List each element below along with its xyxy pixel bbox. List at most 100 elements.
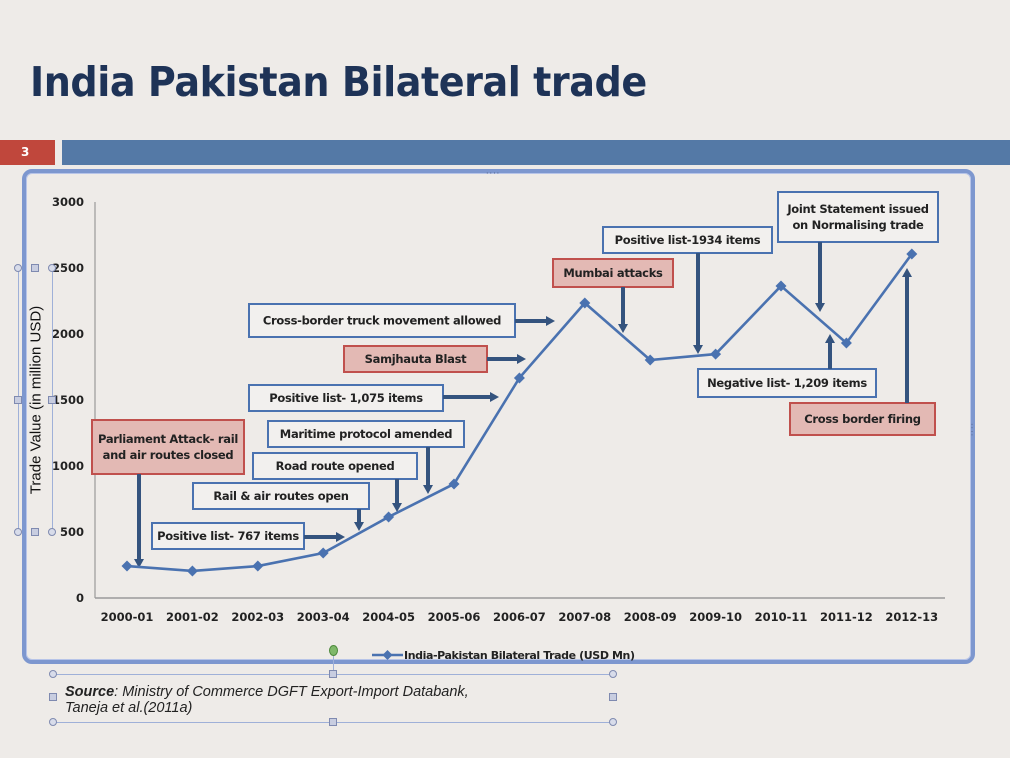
svg-text:Rail & air routes open: Rail & air routes open bbox=[213, 489, 348, 503]
svg-text:Cross-border truck movement al: Cross-border truck movement allowed bbox=[263, 314, 501, 328]
arrow-head bbox=[134, 559, 144, 568]
y-tick-label: 0 bbox=[76, 591, 84, 605]
y-axis-title: Trade Value (in million USD) bbox=[27, 305, 45, 495]
rotate-handle-stem bbox=[333, 652, 334, 674]
x-tick-label: 2003-04 bbox=[297, 610, 350, 624]
resize-handle[interactable] bbox=[609, 693, 617, 701]
resize-handle[interactable] bbox=[48, 396, 56, 404]
arrow-head bbox=[902, 268, 912, 277]
svg-text:Positive list- 1,075 items: Positive list- 1,075 items bbox=[269, 391, 423, 405]
data-point-diamond bbox=[252, 560, 264, 572]
y-tick-label: 1000 bbox=[52, 459, 84, 473]
svg-text:Joint Statement issued: Joint Statement issued bbox=[786, 202, 928, 216]
resize-handle[interactable] bbox=[329, 670, 337, 678]
arrow-head bbox=[423, 485, 433, 494]
resize-handle[interactable] bbox=[48, 528, 56, 536]
data-point-diamond bbox=[383, 511, 395, 523]
data-point-diamond bbox=[317, 547, 329, 559]
positive-event-annotation[interactable]: Rail & air routes open bbox=[192, 482, 370, 510]
svg-text:Parliament Attack- rail: Parliament Attack- rail bbox=[98, 432, 238, 446]
x-tick-label: 2006-07 bbox=[493, 610, 546, 624]
resize-handle[interactable] bbox=[609, 670, 617, 678]
resize-handle[interactable] bbox=[31, 264, 39, 272]
title-accent-bar bbox=[62, 140, 1010, 165]
data-point-diamond bbox=[644, 354, 656, 366]
data-point-diamond bbox=[710, 348, 722, 360]
negative-event-annotation[interactable]: Cross border firing bbox=[789, 402, 936, 436]
x-tick-label: 2007-08 bbox=[558, 610, 611, 624]
svg-text:Positive list-1934 items: Positive list-1934 items bbox=[615, 233, 761, 247]
arrow-head bbox=[392, 503, 402, 512]
x-tick-label: 2001-02 bbox=[166, 610, 219, 624]
data-point-diamond bbox=[513, 372, 525, 384]
chart-axes: 0 500 1000 1500 2000 2500 3000 2000-01 2001-02 20… bbox=[52, 195, 945, 624]
arrow-head bbox=[815, 303, 825, 312]
chart-legend: India-Pakistan Bilateral Trade (USD Mn) bbox=[372, 649, 635, 662]
x-tick-label: 2000-01 bbox=[101, 610, 154, 624]
data-point-diamond bbox=[579, 297, 591, 309]
data-point-diamond bbox=[121, 560, 133, 572]
resize-handle[interactable] bbox=[329, 718, 337, 726]
x-tick-label: 2010-11 bbox=[755, 610, 808, 624]
source-text: : Ministry of Commerce DGFT Export-Impor… bbox=[114, 684, 469, 700]
frame-grip-top[interactable]: ···· bbox=[486, 169, 501, 178]
legend-label: India-Pakistan Bilateral Trade (USD Mn) bbox=[404, 649, 635, 662]
y-tick-label: 2500 bbox=[52, 261, 84, 275]
positive-event-annotation[interactable]: Maritime protocol amended bbox=[267, 420, 465, 448]
data-point-diamond bbox=[840, 337, 852, 349]
source-citation[interactable]: Source: Ministry of Commerce DGFT Export… bbox=[65, 684, 469, 716]
svg-text:on Normalising trade: on Normalising trade bbox=[792, 218, 924, 232]
negative-event-annotation[interactable]: Samjhauta Blast bbox=[343, 345, 488, 373]
svg-text:and air routes closed: and air routes closed bbox=[103, 448, 234, 462]
x-tick-label: 2011-12 bbox=[820, 610, 873, 624]
positive-event-annotation[interactable]: Positive list- 1,075 items bbox=[248, 384, 444, 412]
svg-text:Samjhauta Blast: Samjhauta Blast bbox=[365, 352, 467, 366]
arrow-head bbox=[336, 532, 345, 542]
chart-series bbox=[121, 248, 918, 577]
resize-handle[interactable] bbox=[14, 264, 22, 272]
positive-event-annotation[interactable]: Road route opened bbox=[252, 452, 418, 480]
positive-event-annotation[interactable]: Cross-border truck movement allowed bbox=[248, 303, 516, 338]
slide-title: India Pakistan Bilateral trade bbox=[30, 58, 647, 106]
x-tick-label: 2005-06 bbox=[428, 610, 481, 624]
resize-handle[interactable] bbox=[14, 396, 22, 404]
resize-handle[interactable] bbox=[49, 718, 57, 726]
positive-event-annotation[interactable]: Negative list- 1,209 items bbox=[697, 368, 877, 398]
source-text-line2: Taneja et al.(2011a) bbox=[65, 700, 193, 716]
svg-text:Maritime protocol amended: Maritime protocol amended bbox=[280, 427, 452, 441]
resize-handle[interactable] bbox=[49, 670, 57, 678]
x-tick-label: 2002-03 bbox=[231, 610, 284, 624]
svg-text:Negative list- 1,209 items: Negative list- 1,209 items bbox=[707, 376, 867, 390]
chart-selection-frame[interactable]: ···· ···· bbox=[22, 169, 976, 664]
resize-handle[interactable] bbox=[14, 528, 22, 536]
source-label: Source bbox=[65, 684, 115, 700]
data-point-diamond bbox=[775, 280, 787, 292]
resize-handle[interactable] bbox=[609, 718, 617, 726]
negative-event-annotation[interactable]: Parliament Attack- rail and air routes cl… bbox=[91, 419, 245, 475]
arrow-head bbox=[825, 334, 835, 343]
positive-event-annotation[interactable]: Positive list- 767 items bbox=[151, 522, 305, 550]
negative-event-annotation[interactable]: Mumbai attacks bbox=[552, 258, 674, 288]
positive-event-annotation[interactable]: Joint Statement issued on Normalising tra… bbox=[777, 191, 939, 243]
resize-handle[interactable] bbox=[49, 693, 57, 701]
arrow-head bbox=[693, 345, 703, 354]
x-tick-label: 2009-10 bbox=[689, 610, 742, 624]
resize-handle[interactable] bbox=[31, 528, 39, 536]
resize-handle[interactable] bbox=[48, 264, 56, 272]
chart-annotations: Parliament Attack- rail and air routes cl… bbox=[91, 191, 939, 568]
data-point-diamond bbox=[906, 248, 918, 260]
data-point-diamond bbox=[186, 565, 198, 577]
positive-event-annotation[interactable]: Positive list-1934 items bbox=[602, 226, 773, 254]
y-tick-label: 3000 bbox=[52, 195, 84, 209]
rotate-handle[interactable] bbox=[329, 645, 338, 656]
frame-grip-right[interactable]: ···· bbox=[967, 423, 976, 438]
x-tick-label: 2004-05 bbox=[362, 610, 415, 624]
arrow-head bbox=[618, 324, 628, 333]
y-tick-label: 500 bbox=[60, 525, 84, 539]
svg-text:Cross border firing: Cross border firing bbox=[804, 412, 921, 426]
arrow-head bbox=[354, 522, 364, 531]
x-tick-label: 2012-13 bbox=[885, 610, 938, 624]
svg-text:Positive list- 767 items: Positive list- 767 items bbox=[157, 529, 299, 543]
y-tick-label: 1500 bbox=[52, 393, 84, 407]
